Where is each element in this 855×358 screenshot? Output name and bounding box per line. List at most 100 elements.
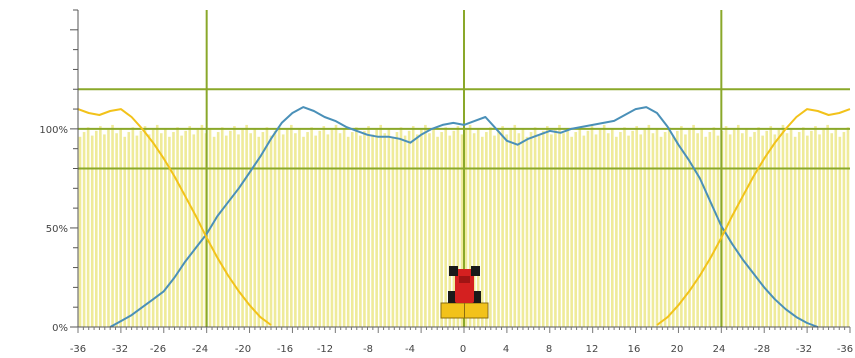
coverage-bar xyxy=(196,129,200,327)
x-tick-label: 8 xyxy=(546,344,552,355)
x-tick-label: -12 xyxy=(317,344,333,355)
coverage-bar xyxy=(806,135,809,327)
x-tick-label: 0 xyxy=(460,344,466,355)
coverage-bar xyxy=(395,132,399,327)
coverage-bar xyxy=(505,134,508,327)
tractor-icon xyxy=(440,266,489,319)
coverage-bar xyxy=(342,128,346,327)
coverage-bar xyxy=(225,135,228,327)
coverage-bar xyxy=(680,126,683,327)
coverage-bar xyxy=(838,136,842,327)
coverage-bar xyxy=(655,128,659,327)
coverage-bar xyxy=(135,135,139,327)
coverage-bar xyxy=(155,124,159,327)
coverage-bar xyxy=(285,129,289,327)
coverage-bar xyxy=(671,135,675,327)
coverage-bar xyxy=(90,135,94,327)
coverage-bar xyxy=(277,126,281,327)
coverage-bar xyxy=(562,133,565,327)
coverage-bar xyxy=(834,128,838,327)
x-tick-label: -32 xyxy=(796,344,812,355)
coverage-bar xyxy=(468,124,472,327)
coverage-bar xyxy=(667,127,671,327)
x-tick-label: -16 xyxy=(277,344,293,355)
coverage-bar xyxy=(594,134,598,327)
series-line-yellow_series xyxy=(77,108,851,326)
coverage-bar xyxy=(322,126,326,327)
coverage-bar xyxy=(797,132,801,327)
y-axis: 0% 50% 100% xyxy=(39,9,79,334)
coverage-bar xyxy=(663,132,667,327)
coverage-bar xyxy=(78,136,82,327)
coverage-bar xyxy=(151,129,155,327)
coverage-bar xyxy=(302,136,305,327)
coverage-bar xyxy=(229,130,232,327)
coverage-bar xyxy=(424,124,427,327)
coverage-bar xyxy=(86,127,90,327)
coverage-bar xyxy=(436,136,439,327)
coverage-bar xyxy=(269,135,273,327)
coverage-bar xyxy=(781,124,785,327)
coverage-bar xyxy=(464,129,468,327)
coverage-bar xyxy=(338,133,342,327)
coverage-bar xyxy=(139,130,143,327)
coverage-bar xyxy=(387,128,391,327)
coverage-bar xyxy=(103,134,106,327)
series-line-blue_series xyxy=(109,106,819,328)
coverage-bar xyxy=(318,130,322,327)
coverage-bar xyxy=(216,132,220,327)
coverage-bar xyxy=(440,132,443,327)
coverage-bar xyxy=(537,135,541,327)
coverage-bar xyxy=(294,133,297,327)
coverage-bar xyxy=(298,128,301,327)
coverage-bar xyxy=(810,130,813,327)
coverage-bar xyxy=(212,136,216,327)
coverage-bar xyxy=(107,129,110,327)
coverage-bar xyxy=(753,132,756,327)
coverage-bar xyxy=(765,130,769,327)
coverage-bar xyxy=(785,133,789,327)
coverage-bar xyxy=(220,127,224,327)
coverage-bar xyxy=(818,134,821,327)
coverage-bar xyxy=(676,130,679,327)
coverage-bar xyxy=(281,134,285,327)
x-tick-label: -8 xyxy=(363,344,373,355)
coverage-bar xyxy=(383,133,387,327)
x-axis: -36 -32 -26 -24 -20 -16 -12 -8 -4 0 4 8 12 16 20 24 -28 -… xyxy=(70,326,853,355)
coverage-bar xyxy=(615,136,618,327)
x-tick-label: 20 xyxy=(671,344,684,355)
coverage-bar xyxy=(635,126,638,327)
coverage-bar xyxy=(692,124,695,327)
coverage-bar xyxy=(420,129,423,327)
coverage-bar xyxy=(757,127,760,327)
x-tick-label: -36 xyxy=(837,344,853,355)
coverage-bar xyxy=(517,133,521,327)
series-layer xyxy=(77,106,851,328)
coverage-bar xyxy=(619,132,622,327)
coverage-bar xyxy=(326,134,330,327)
coverage-bar xyxy=(842,132,846,327)
coverage-bar xyxy=(94,130,98,327)
coverage-bar xyxy=(801,127,805,327)
coverage-bar xyxy=(456,126,460,327)
coverage-bar xyxy=(472,133,476,327)
coverage-bar xyxy=(769,126,773,327)
coverage-bar xyxy=(411,126,415,327)
x-tick-label: -26 xyxy=(150,344,166,355)
coverage-bar xyxy=(627,135,630,327)
coverage-bar xyxy=(712,127,716,327)
coverage-bar xyxy=(558,124,561,327)
coverage-bar xyxy=(826,124,829,327)
coverage-bar xyxy=(180,135,183,327)
coverage-bar xyxy=(696,133,699,327)
coverage-bar xyxy=(493,135,496,327)
coverage-bar xyxy=(367,126,370,327)
coverage-bar xyxy=(708,132,712,327)
coverage-bar xyxy=(550,134,553,327)
coverage-bar xyxy=(489,127,492,327)
coverage-bar xyxy=(570,136,573,327)
coverage-bar xyxy=(578,127,582,327)
x-tick-label: -36 xyxy=(70,344,86,355)
coverage-bar xyxy=(184,130,187,327)
